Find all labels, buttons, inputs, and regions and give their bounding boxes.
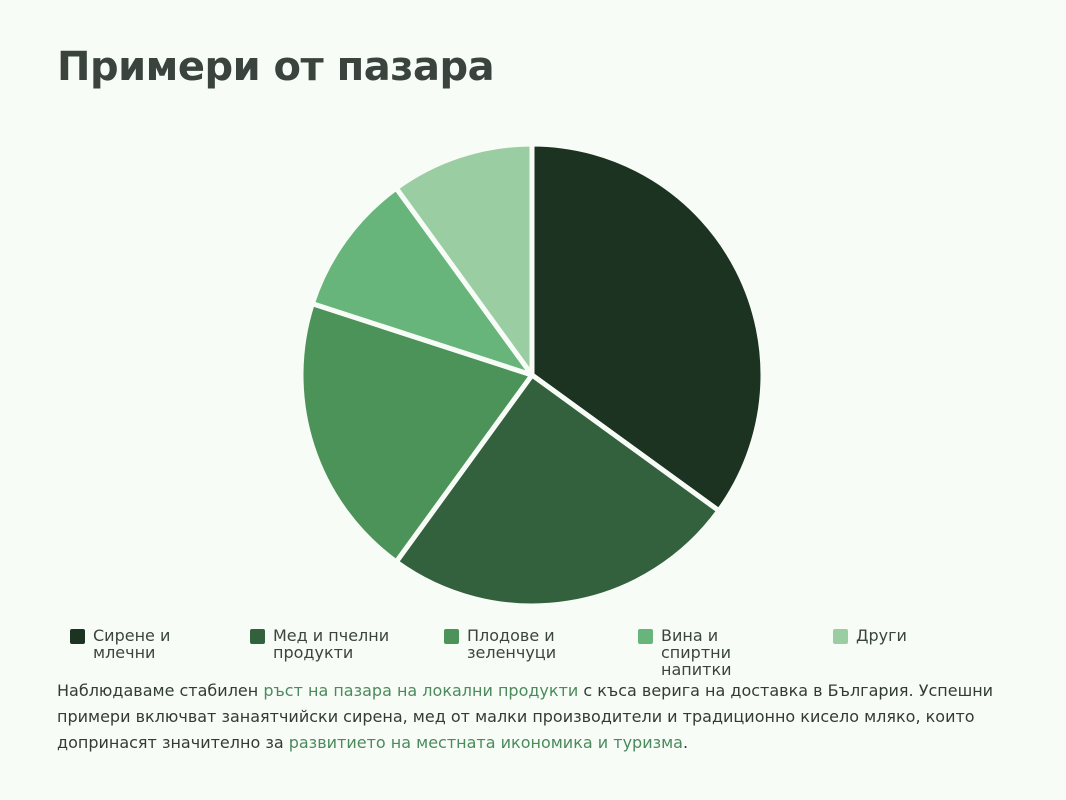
description-highlight: ръст на пазара на локални продукти xyxy=(263,681,579,700)
slice-wines xyxy=(309,185,535,378)
legend-swatch xyxy=(70,629,85,644)
slice-cheese xyxy=(529,141,766,514)
legend-label: Вина и спиртни напитки xyxy=(661,626,732,679)
legend-label: Плодове и зеленчуци xyxy=(467,626,557,662)
description-highlight: развитието на местната икономика и туриз… xyxy=(288,733,683,752)
description-part: . xyxy=(682,733,689,752)
legend-item-wines: Вина и спиртни напитки xyxy=(638,627,786,678)
description-part: с къса верига на доставка в България. Ус… xyxy=(57,681,994,752)
legend-item-other: Други xyxy=(833,627,981,644)
legend-item-fruits: Плодове и зеленчуци xyxy=(444,627,592,661)
slice-other xyxy=(393,141,535,378)
legend-label: Други xyxy=(856,626,907,645)
legend-swatch xyxy=(250,629,265,644)
slice-honey xyxy=(393,372,722,609)
legend-swatch xyxy=(833,629,848,644)
legend-item-cheese: Сирене и млечни xyxy=(70,627,218,661)
legend-label: Сирене и млечни xyxy=(93,626,171,662)
page-title: Примери от пазара xyxy=(57,44,495,90)
legend-swatch xyxy=(638,629,653,644)
chart-legend: Сирене и млечни Мед и пчелни продукти Пл… xyxy=(70,627,1000,678)
legend-item-honey: Мед и пчелни продукти xyxy=(250,627,398,661)
legend-label: Мед и пчелни продукти xyxy=(273,626,390,662)
slice-fruits xyxy=(298,301,535,565)
description-text: Наблюдаваме стабилен ръст на пазара на л… xyxy=(57,678,1007,756)
description-part: Наблюдаваме стабилен xyxy=(57,681,264,700)
legend-swatch xyxy=(444,629,459,644)
